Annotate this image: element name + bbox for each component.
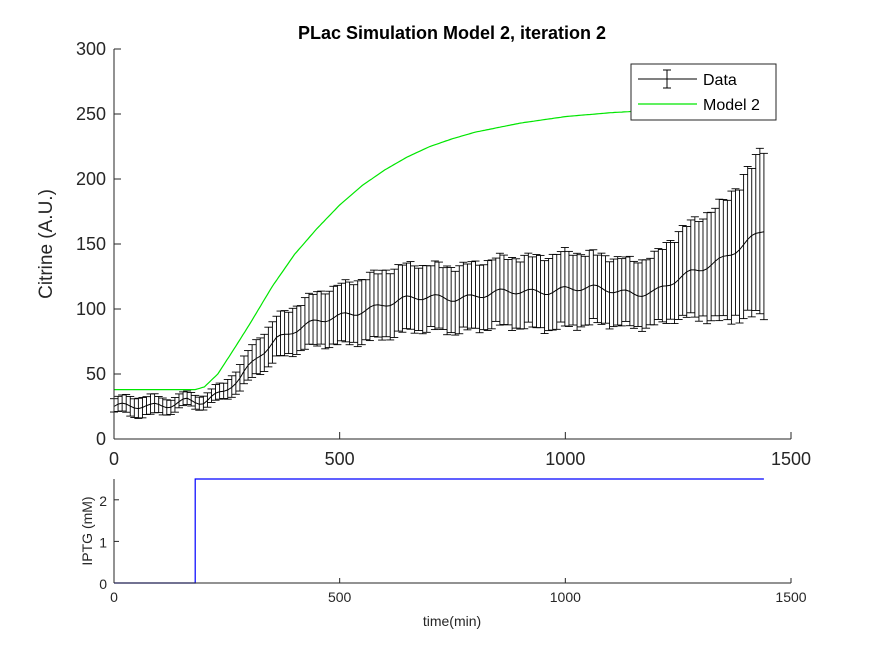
citrine-y-tick-label: 100	[76, 299, 106, 319]
iptg-x-tick-label: 500	[328, 589, 352, 605]
chart-title: PLac Simulation Model 2, iteration 2	[298, 23, 606, 43]
data-series-line	[113, 231, 764, 410]
citrine-y-tick-label: 0	[96, 429, 106, 449]
iptg-plot: 0 500 1000 1500 0 1 2 IPTG (mM) time(min)	[79, 478, 807, 629]
iptg-x-tick-label: 0	[110, 589, 118, 605]
citrine-y-axis-label: Citrine (A.U.)	[36, 189, 57, 299]
model-2-series-line	[114, 109, 656, 391]
iptg-y-tick-label: 0	[99, 576, 107, 592]
legend-data-swatch	[638, 69, 697, 89]
citrine-x-tick-label: 1000	[545, 449, 585, 469]
iptg-x-tick-label: 1000	[550, 589, 581, 605]
citrine-axes: 0 500 1000 1500 0 50 100 150 200 250 300	[76, 39, 811, 469]
citrine-x-tick-label: 1500	[771, 449, 811, 469]
legend-label-model: Model 2	[703, 97, 760, 114]
iptg-x-tick-label: 1500	[775, 589, 806, 605]
iptg-axes: 0 500 1000 1500 0 1 2	[99, 479, 807, 605]
citrine-y-tick-label: 150	[76, 234, 106, 254]
citrine-y-tick-label: 250	[76, 104, 106, 124]
legend-label-data: Data	[703, 72, 737, 89]
legend-box	[630, 63, 777, 121]
data-series-group	[110, 147, 768, 419]
iptg-y-axis-label: IPTG (mM)	[79, 496, 95, 565]
citrine-x-tick-label: 500	[325, 449, 355, 469]
citrine-y-tick-label: 300	[76, 39, 106, 59]
iptg-y-tick-label: 1	[99, 534, 107, 550]
citrine-plot: 0 500 1000 1500 0 50 100 150 200 250 300 Citrine (…	[36, 39, 811, 469]
model-series-group	[114, 109, 656, 391]
iptg-y-tick-label: 2	[99, 493, 107, 509]
iptg-plot-area	[114, 479, 791, 583]
citrine-x-tick-label: 0	[109, 449, 119, 469]
citrine-y-tick-label: 50	[86, 364, 106, 384]
legend: Data Model 2	[630, 63, 777, 121]
iptg-x-axis-label: time(min)	[423, 613, 481, 629]
citrine-y-tick-label: 200	[76, 169, 106, 189]
